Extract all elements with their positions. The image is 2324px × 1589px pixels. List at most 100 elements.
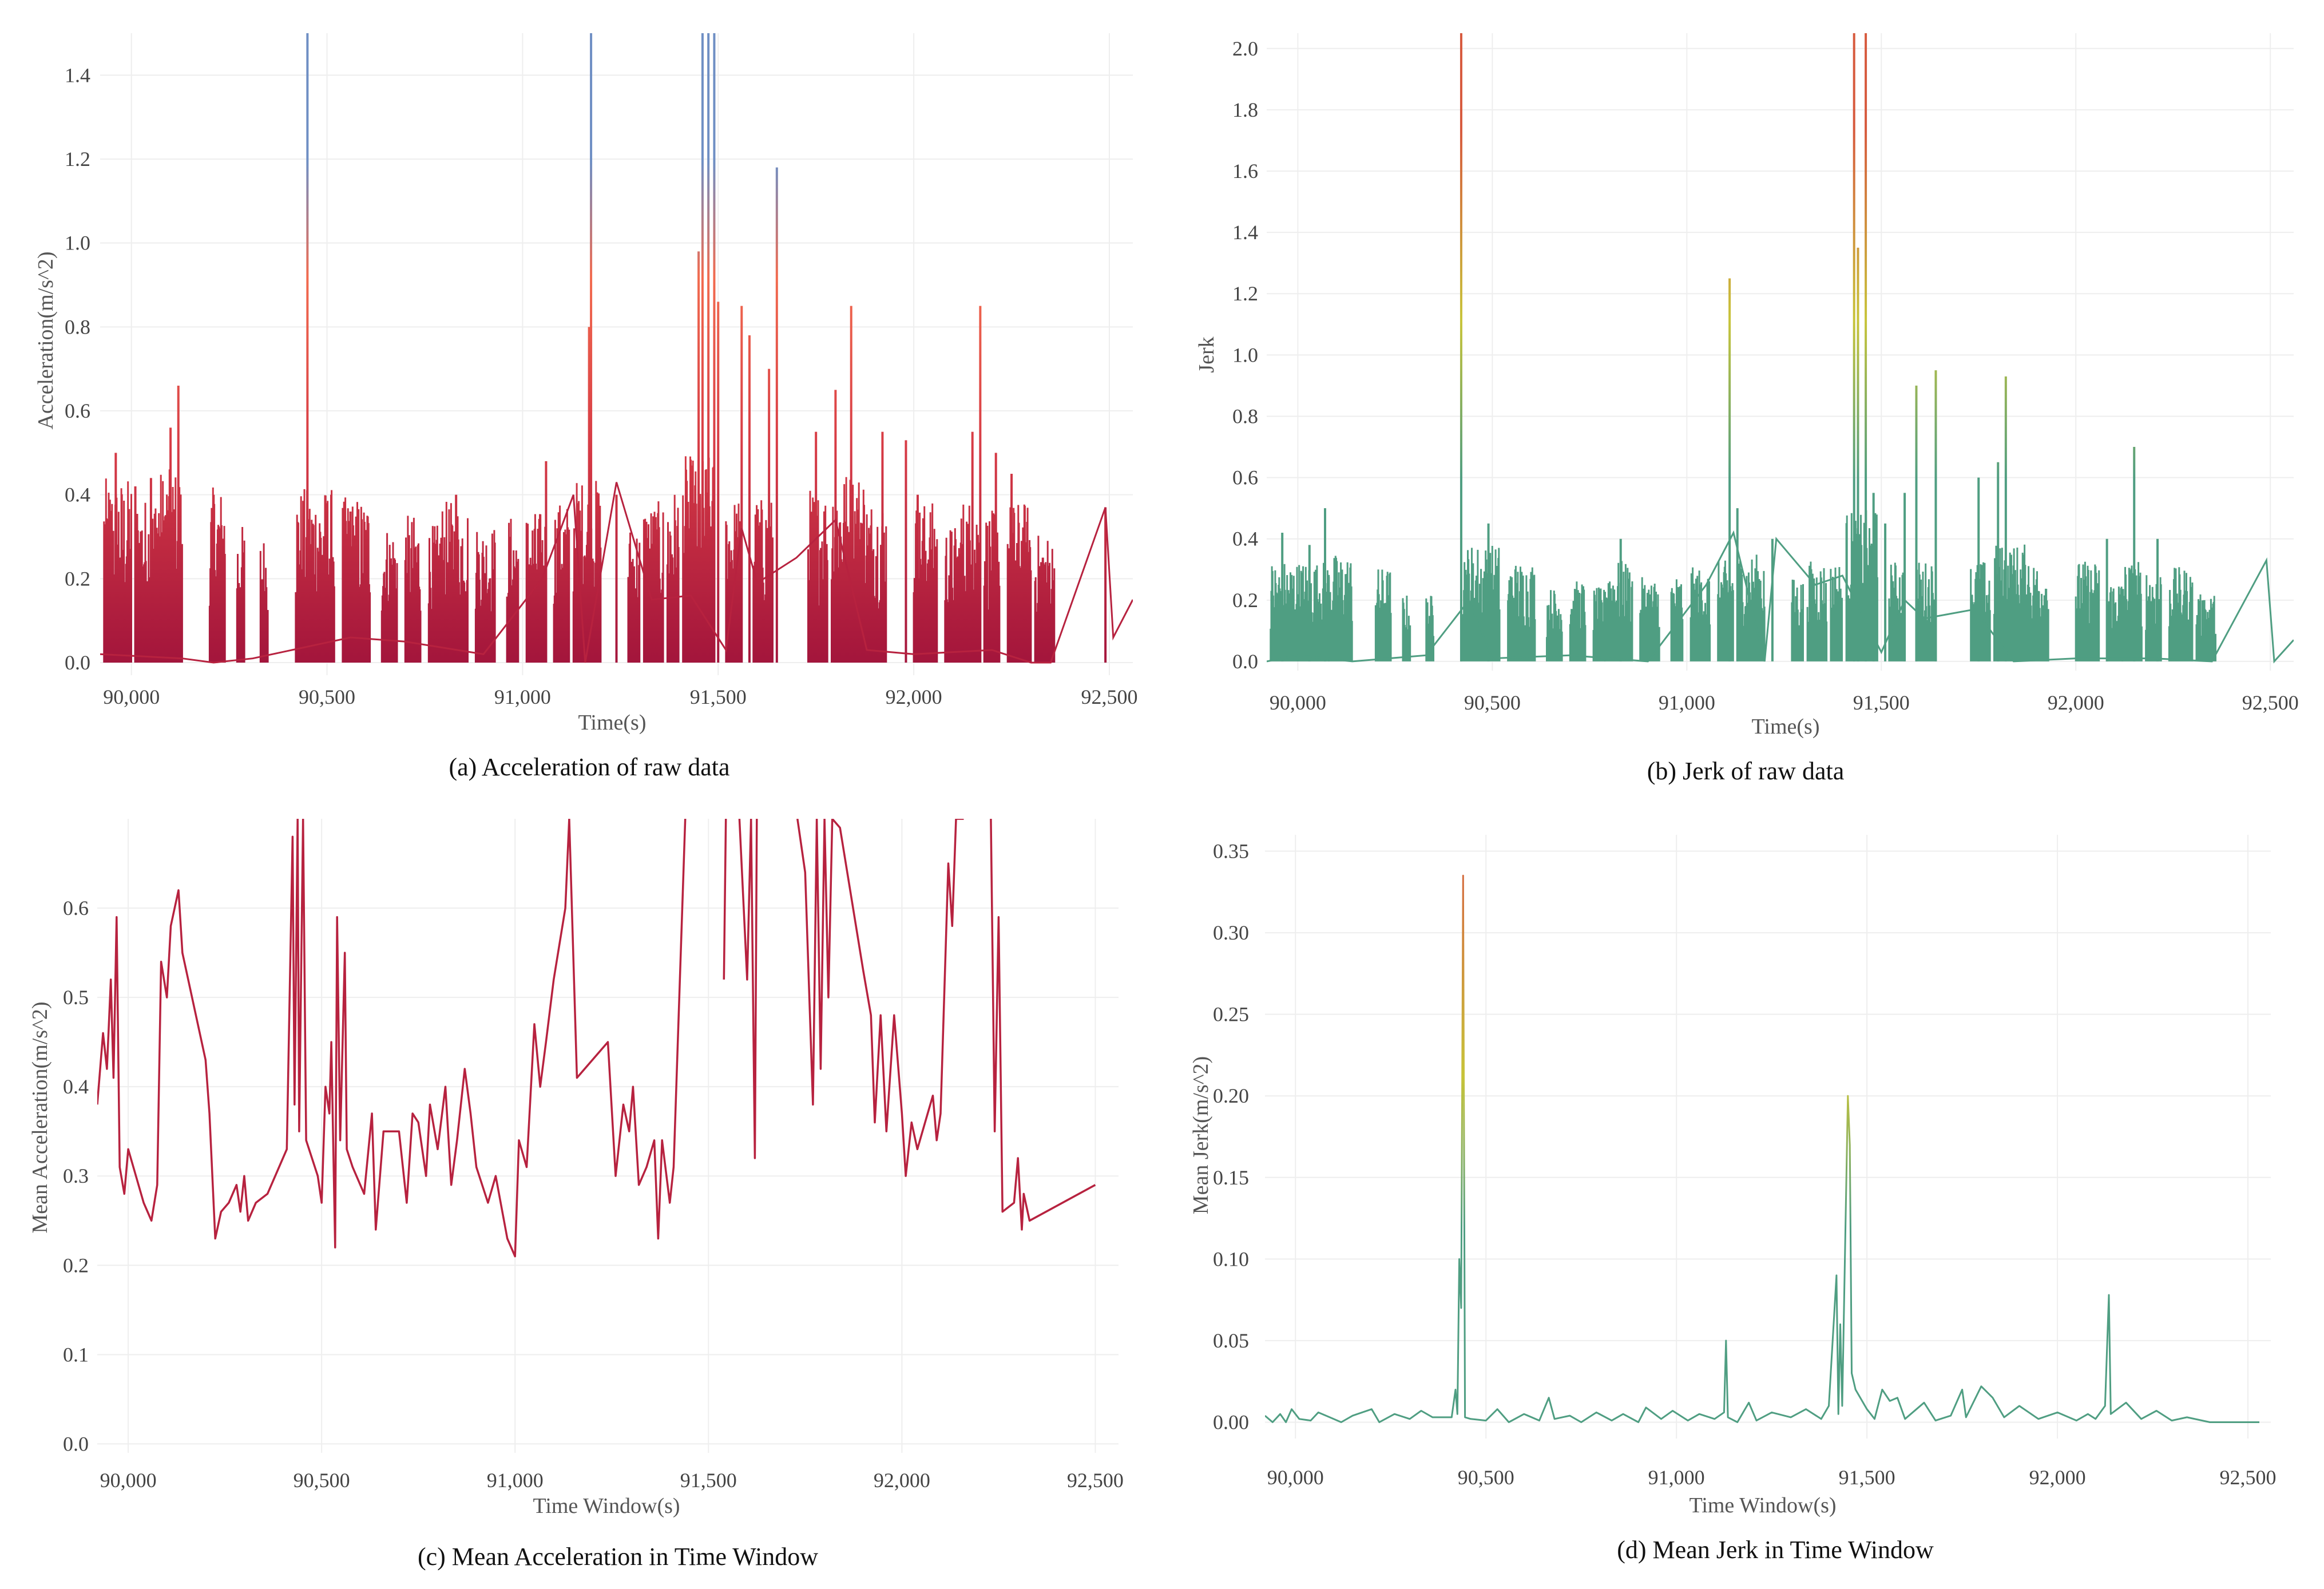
y-tick-label: 0.30 xyxy=(1213,921,1249,944)
spike-burst xyxy=(427,525,441,663)
spike-burst xyxy=(627,532,641,663)
spike-burst xyxy=(1402,596,1411,661)
y-tick-label: 2.0 xyxy=(1232,37,1258,60)
spike-burst xyxy=(506,518,519,663)
spike-burst xyxy=(666,494,680,663)
spike-burst xyxy=(1546,590,1563,661)
x-tick-label: 91,500 xyxy=(680,1469,737,1492)
y-tick-label: 0.05 xyxy=(1213,1329,1249,1352)
spike-burst xyxy=(1270,564,1299,661)
x-tick-label: 90,000 xyxy=(103,685,160,708)
y-tick-label: 0.15 xyxy=(1213,1166,1249,1189)
x-tick-label: 90,500 xyxy=(299,685,355,708)
spike-burst xyxy=(404,516,422,663)
x-tick-label: 92,000 xyxy=(2048,691,2104,714)
series-line xyxy=(990,819,1096,1231)
spike-burst xyxy=(1639,577,1660,661)
x-tick-label: 90,000 xyxy=(100,1469,157,1492)
y-tick-label: 0.3 xyxy=(63,1164,89,1187)
spike-burst xyxy=(1806,561,1828,661)
y-tick-label: 0.2 xyxy=(63,1254,89,1277)
plot-area-b: 90,000 90,500 91,000 91,500 92,000 92,500 0.0 0… xyxy=(1232,33,2299,714)
chart-jerk-raw: 90,000 90,500 91,000 91,500 92,000 92,500 0.0 0… xyxy=(1195,33,2299,785)
y-axis-title-d: Mean Jerk(m/s^2) xyxy=(1189,1056,1213,1214)
spike-burst xyxy=(208,488,226,663)
x-tick-label: 91,000 xyxy=(1648,1466,1705,1489)
series-line xyxy=(723,819,727,980)
y-tick-label: 0.4 xyxy=(65,484,90,506)
y-tick-label: 0.8 xyxy=(65,315,90,338)
caption-c: (c) Mean Acceleration in Time Window xyxy=(418,1543,818,1571)
y-tick-label: 0.6 xyxy=(1232,466,1258,489)
y-axis-title-a: Acceleration(m/s^2) xyxy=(34,251,58,429)
y-tick-label: 0.10 xyxy=(1213,1247,1249,1270)
spike-burst xyxy=(1791,580,1804,661)
x-tick-label: 91,500 xyxy=(690,685,747,708)
x-axis-title-d: Time Window(s) xyxy=(1689,1493,1836,1517)
spike-burst xyxy=(1425,596,1434,661)
x-tick-label: 90,000 xyxy=(1270,691,1326,714)
spike-burst xyxy=(1006,504,1032,663)
y-tick-label: 0.00 xyxy=(1213,1410,1249,1433)
gridlines-b xyxy=(1267,33,2294,671)
spike-burst xyxy=(1670,579,1684,661)
spike-burst xyxy=(2028,568,2049,661)
spike-burst xyxy=(1690,567,1711,661)
y-tick-label: 0.0 xyxy=(63,1432,89,1455)
spike-burst xyxy=(643,501,664,663)
y-tick-label: 0.0 xyxy=(65,651,90,674)
spike-burst xyxy=(553,505,570,663)
spike-burst xyxy=(1970,562,1991,661)
spike-burst xyxy=(2168,567,2194,661)
x-tick-label: 92,500 xyxy=(1067,1469,1124,1492)
spike-burst xyxy=(944,528,962,663)
spike-burst xyxy=(380,533,398,663)
x-tick-label: 91,500 xyxy=(1839,1466,1895,1489)
y-tick-label: 0.2 xyxy=(65,567,90,590)
y-tick-label: 0.4 xyxy=(1232,528,1258,550)
x-tick-label: 90,500 xyxy=(1458,1466,1514,1489)
x-tick-label: 90,500 xyxy=(294,1469,350,1492)
x-tick-label: 92,500 xyxy=(2242,691,2299,714)
x-tick-label: 92,000 xyxy=(2029,1466,2086,1489)
caption-a: (a) Acceleration of raw data xyxy=(449,753,729,781)
y-tick-label: 0.6 xyxy=(63,897,89,920)
spike-burst xyxy=(983,510,1001,663)
series-line xyxy=(738,819,758,1159)
x-tick-label: 91,500 xyxy=(1853,691,1910,714)
spike-burst xyxy=(831,477,867,663)
spike-burst xyxy=(1569,581,1587,661)
y-tick-label: 1.0 xyxy=(1232,343,1258,366)
spike-burst xyxy=(1830,567,1843,661)
spike-burst xyxy=(1993,544,2030,661)
spike-burst xyxy=(259,543,269,663)
spike-burst xyxy=(1888,562,1905,661)
y-tick-label: 0.5 xyxy=(63,986,89,1009)
spike-burst xyxy=(913,503,938,663)
spike-burst xyxy=(103,478,132,663)
spike-burst xyxy=(525,514,547,663)
series-line xyxy=(1265,874,2259,1423)
spike-burst xyxy=(439,502,469,663)
spike-burst xyxy=(1507,565,1536,661)
y-tick-label: 1.2 xyxy=(1232,282,1258,305)
spike-burst xyxy=(2145,575,2162,661)
spike-burst xyxy=(1374,569,1392,661)
chart-mean-acceleration: 90,000 90,500 91,000 91,500 92,000 92,500 0.0 0… xyxy=(28,819,1124,1571)
spike-burst xyxy=(2075,561,2100,661)
x-axis-title-c: Time Window(s) xyxy=(533,1494,680,1518)
y-axis-title-b: Jerk xyxy=(1195,336,1219,373)
plot-area-a: 90,000 90,500 91,000 91,500 92,000 92,500 0.0 0… xyxy=(65,33,1137,708)
y-tick-label: 1.4 xyxy=(1232,221,1258,244)
y-tick-label: 0.1 xyxy=(63,1343,89,1366)
x-tick-label: 92,000 xyxy=(874,1469,930,1492)
x-tick-label: 92,500 xyxy=(2220,1466,2277,1489)
y-tick-label: 0.8 xyxy=(1232,405,1258,427)
spike-burst xyxy=(236,527,245,663)
x-tick-label: 91,000 xyxy=(1659,691,1715,714)
y-tick-label: 0.20 xyxy=(1213,1084,1249,1107)
x-tick-label: 92,500 xyxy=(1081,685,1137,708)
spike-burst xyxy=(1604,561,1633,661)
spike-burst xyxy=(2121,562,2143,661)
y-tick-label: 1.6 xyxy=(1232,160,1258,183)
